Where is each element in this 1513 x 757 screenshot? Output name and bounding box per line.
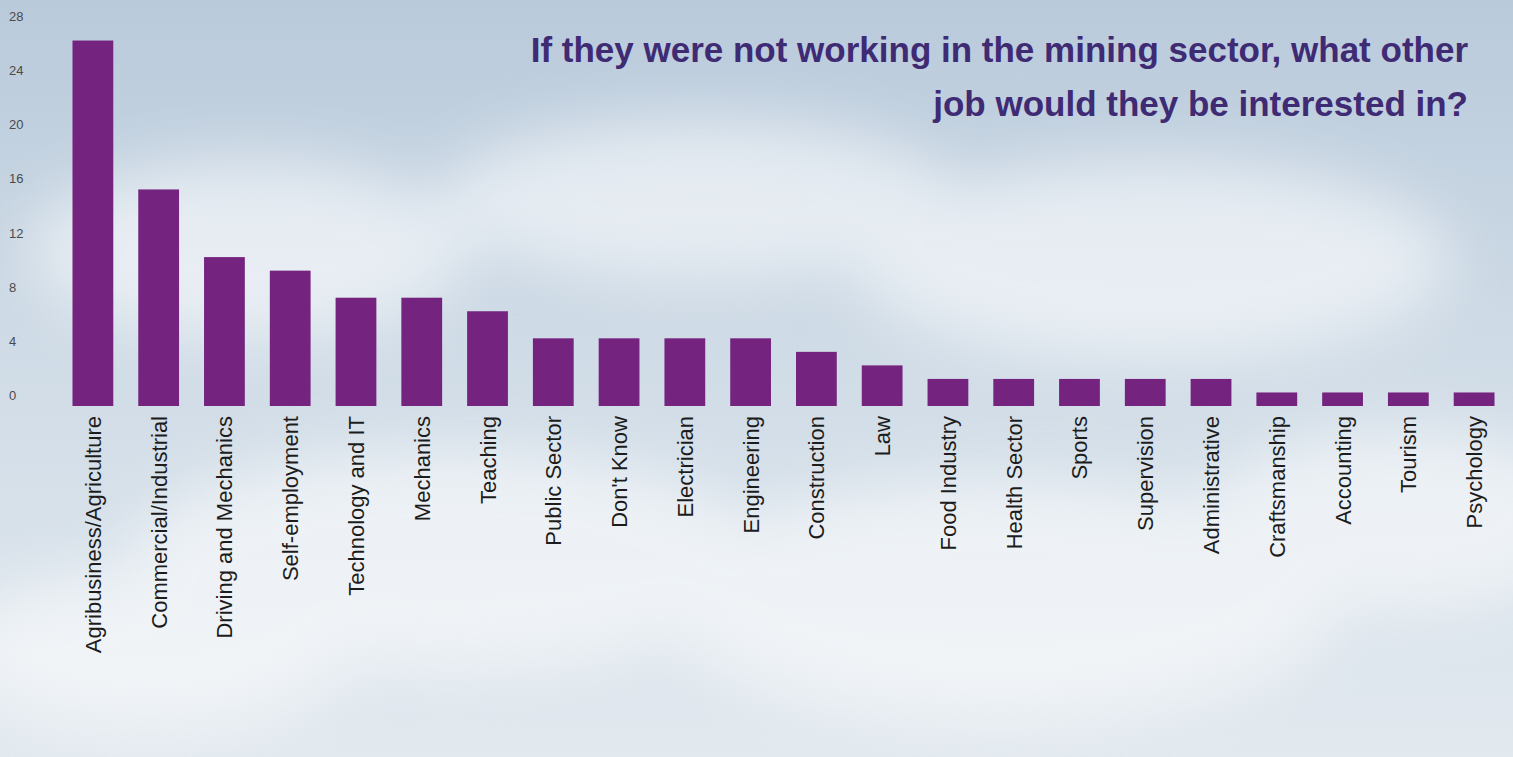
y-axis: 0 4 8 12 16 20 24 28 <box>8 9 23 406</box>
bar <box>1388 392 1429 406</box>
bar <box>401 298 442 406</box>
bar <box>796 352 837 406</box>
bar <box>72 41 113 406</box>
bar <box>336 298 377 406</box>
y-tick-label: 8 <box>9 280 16 295</box>
x-tick-label: Food Industry <box>936 416 961 551</box>
bar <box>1191 379 1232 406</box>
y-tick-label: 20 <box>9 117 23 132</box>
x-tick-label: Teaching <box>476 416 501 504</box>
y-tick-label: 24 <box>9 63 23 78</box>
title: If they were not working in the mining s… <box>531 30 1469 123</box>
bar <box>862 365 903 406</box>
bar <box>1454 392 1495 406</box>
chart: 0 4 8 12 16 20 24 28 Agribusiness/Agriculture Com… <box>0 0 1513 757</box>
x-axis: Agribusiness/Agriculture Commercial/Indus… <box>81 416 1487 653</box>
bars <box>72 41 1494 406</box>
x-tick-label: Technology and IT <box>344 416 369 596</box>
y-tick-label: 16 <box>9 171 23 186</box>
x-tick-label: Construction <box>804 416 829 540</box>
x-tick-label: Supervision <box>1133 416 1158 531</box>
bar <box>1125 379 1166 406</box>
title-line: job would they be interested in? <box>932 84 1468 123</box>
x-tick-label: Mechanics <box>410 416 435 521</box>
y-tick-label: 28 <box>9 9 23 24</box>
x-tick-label: Craftsmanship <box>1265 416 1290 558</box>
x-tick-label: Psychology <box>1462 416 1487 529</box>
bar <box>730 338 771 406</box>
bar <box>204 257 245 406</box>
y-tick-label: 4 <box>9 334 16 349</box>
bar <box>599 338 640 406</box>
x-tick-label: Electrician <box>673 416 698 517</box>
bar <box>1322 392 1363 406</box>
bar <box>467 311 508 406</box>
bar <box>993 379 1034 406</box>
x-tick-label: Law <box>870 416 895 456</box>
x-tick-label: Administrative <box>1199 416 1224 554</box>
bar <box>1059 379 1100 406</box>
x-tick-label: Sports <box>1067 416 1092 480</box>
cloud <box>850 160 1450 360</box>
x-tick-label: Driving and Mechanics <box>212 416 237 639</box>
x-tick-label: Accounting <box>1331 416 1356 525</box>
bar <box>138 189 179 406</box>
cloud <box>0 570 350 730</box>
y-tick-label: 12 <box>9 226 23 241</box>
clouds <box>0 120 1513 730</box>
y-tick-label: 0 <box>9 388 16 403</box>
title-line: If they were not working in the mining s… <box>531 30 1469 69</box>
x-tick-label: Self-employment <box>278 416 303 581</box>
x-tick-label: Public Sector <box>541 416 566 546</box>
x-tick-label: Agribusiness/Agriculture <box>81 416 106 653</box>
x-tick-label: Engineering <box>739 416 764 533</box>
bar <box>1256 392 1297 406</box>
x-tick-label: Commercial/Industrial <box>147 416 172 629</box>
x-tick-label: Don't Know <box>607 416 632 528</box>
bar <box>270 271 311 406</box>
bar <box>533 338 574 406</box>
x-tick-label: Health Sector <box>1002 416 1027 549</box>
bar <box>664 338 705 406</box>
x-tick-label: Tourism <box>1396 416 1421 493</box>
bar <box>928 379 969 406</box>
